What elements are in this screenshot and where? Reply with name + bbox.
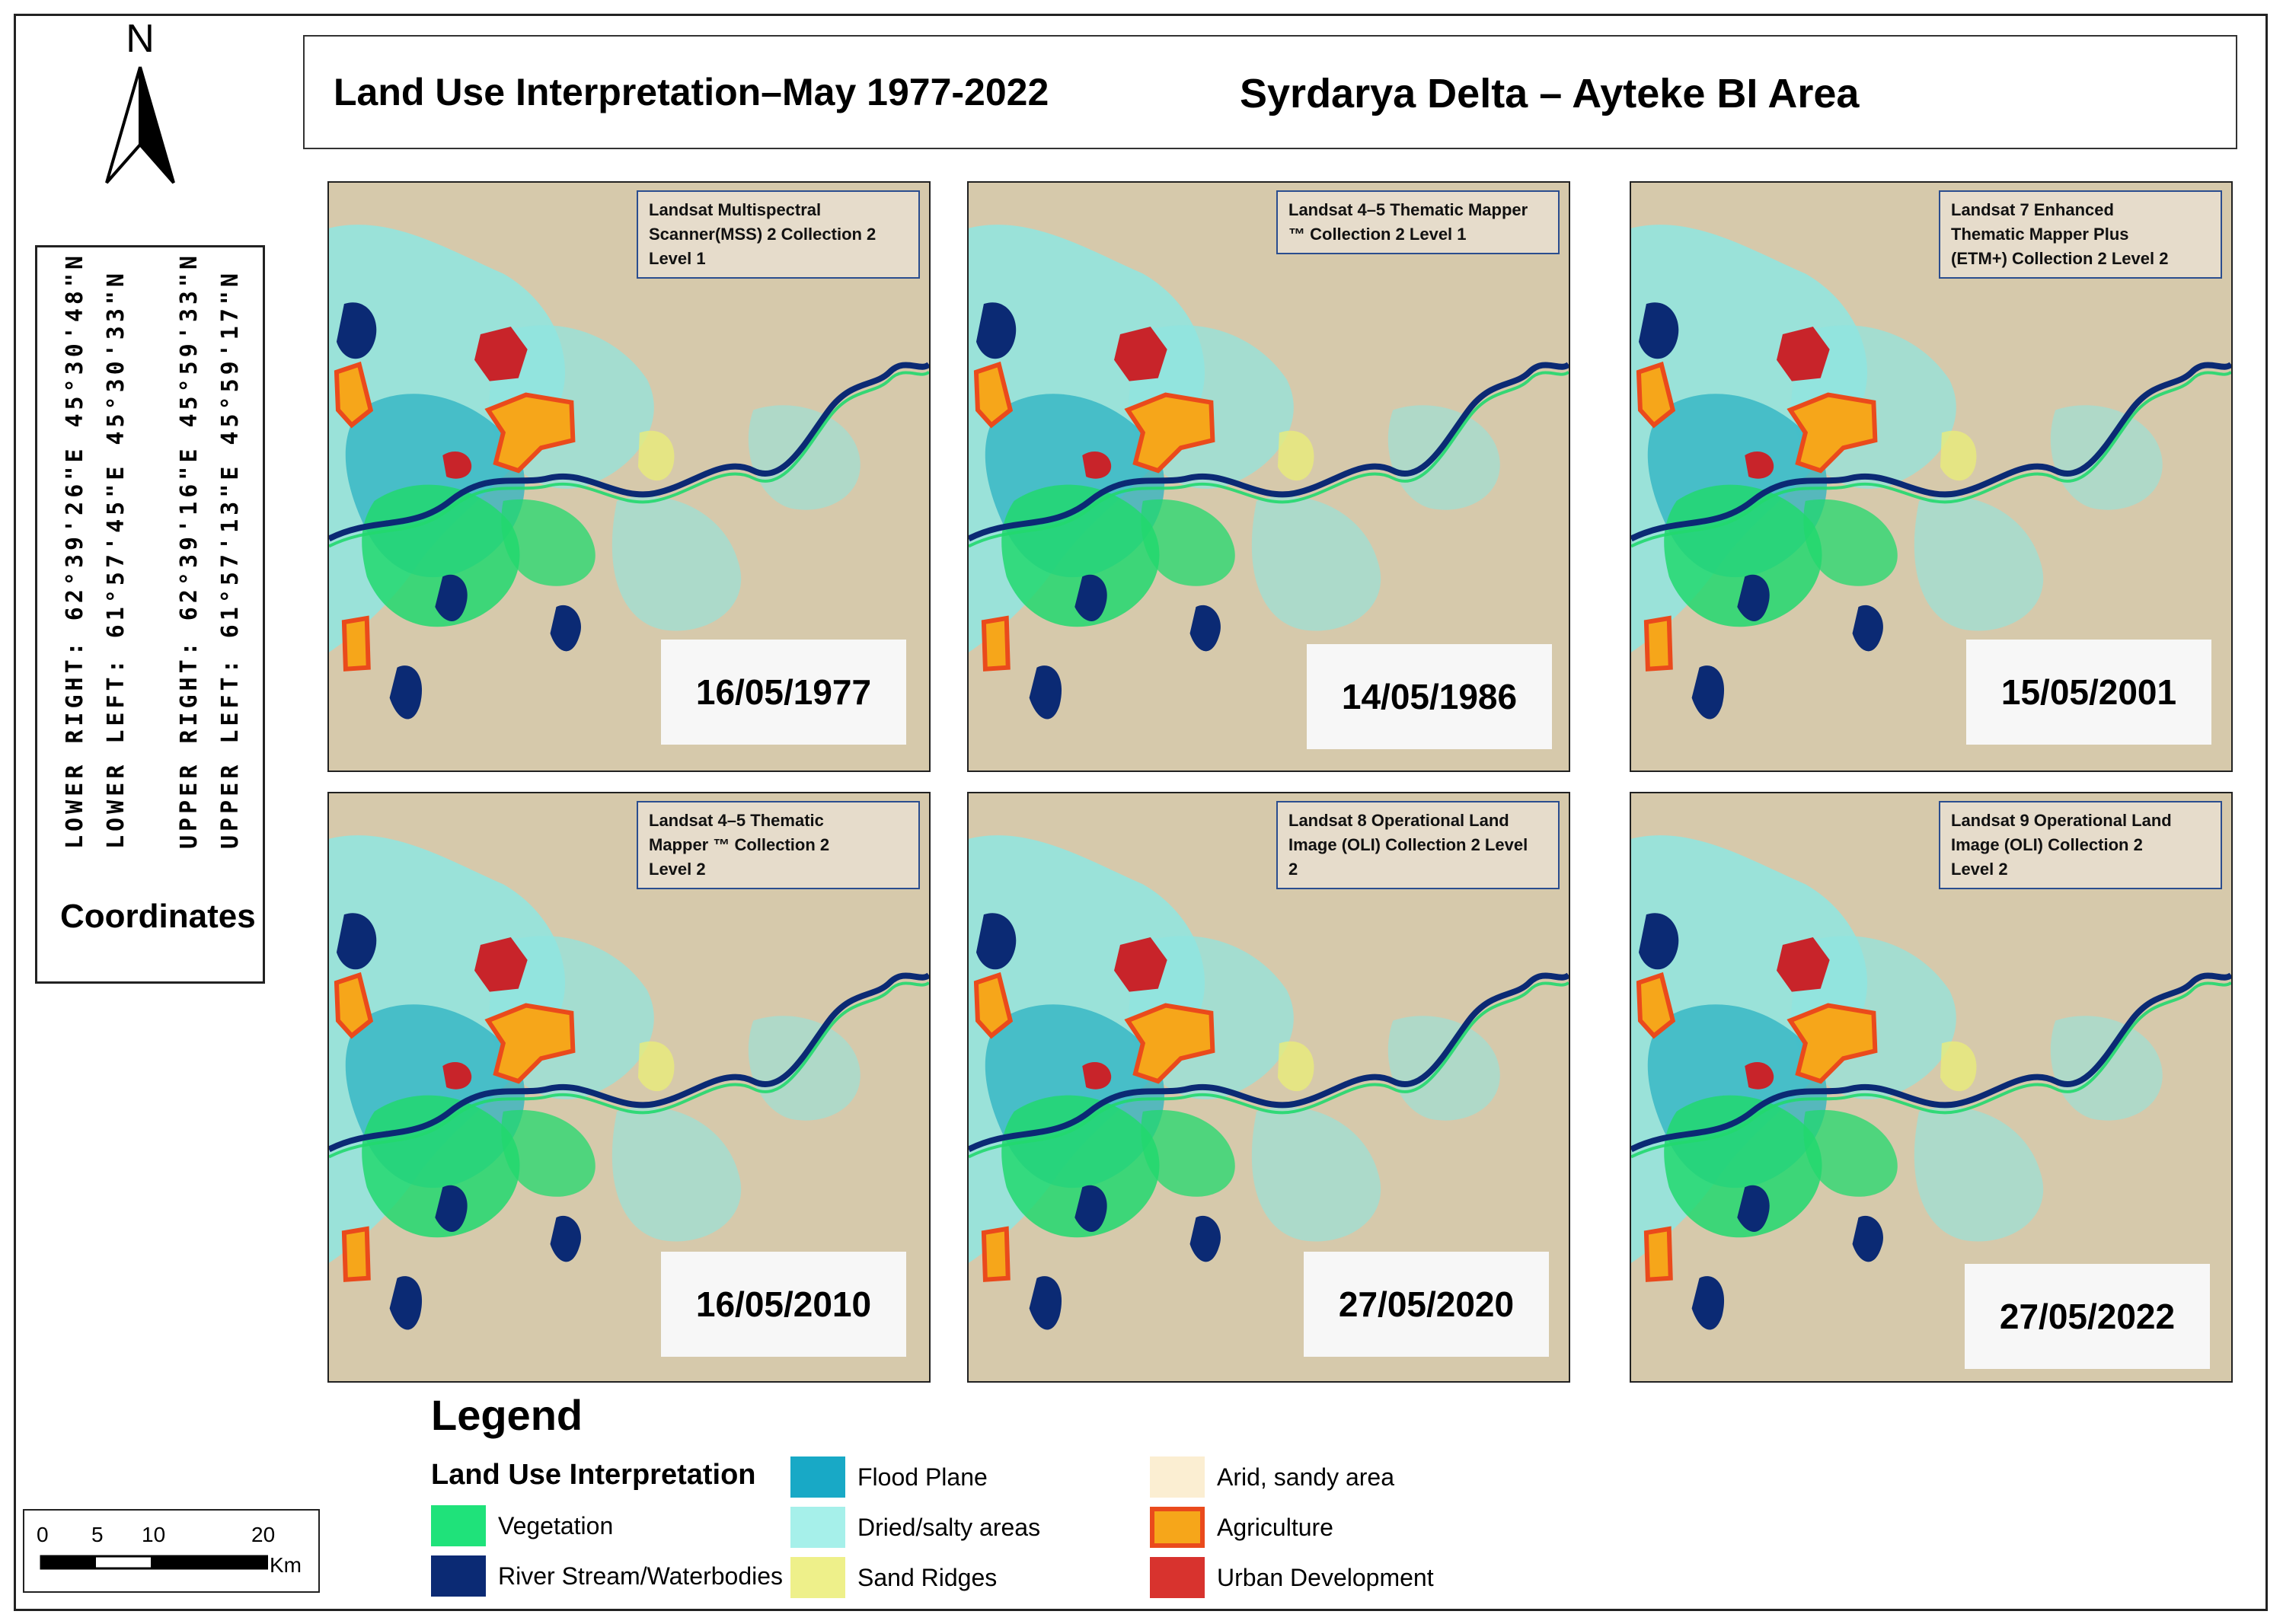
map-frame bbox=[14, 14, 2268, 1611]
legend-title: Legend bbox=[431, 1391, 583, 1439]
sensor-line: Landsat 4–5 Thematic bbox=[649, 811, 824, 830]
sensor-info-box: Landsat 8 Operational Land Image (OLI) C… bbox=[1276, 801, 1560, 889]
flood-plane-swatch-icon bbox=[790, 1456, 845, 1498]
sand-ridges-swatch-icon bbox=[790, 1557, 845, 1598]
map-title: Land Use Interpretation–May 1977-2022 bbox=[334, 71, 1049, 113]
scale-tick: 10 bbox=[142, 1523, 166, 1546]
legend-label: River Stream/Waterbodies bbox=[498, 1562, 784, 1590]
sensor-line: Landsat 9 Operational Land bbox=[1951, 811, 2172, 830]
date-label: 14/05/1986 bbox=[1307, 644, 1552, 749]
legend-item-urban: Urban Development bbox=[1150, 1556, 1434, 1599]
title-box: Land Use Interpretation–May 1977-2022 Sy… bbox=[303, 35, 2237, 149]
coord-lower-right: LOWER RIGHT: 62°39'26"E 45°30'48"N bbox=[62, 251, 88, 849]
sensor-line: Level 1 bbox=[649, 249, 706, 268]
arid-sandy-swatch-icon bbox=[1150, 1456, 1205, 1498]
area-title: Syrdarya Delta – Ayteke BI Area bbox=[1240, 71, 1860, 116]
legend-item-water: River Stream/Waterbodies bbox=[431, 1555, 783, 1597]
sensor-line: Landsat 8 Operational Land bbox=[1288, 811, 1509, 830]
legend-label: Dried/salty areas bbox=[857, 1513, 1041, 1541]
legend-item-dried-salty: Dried/salty areas bbox=[790, 1506, 1040, 1549]
sensor-line: Image (OLI) Collection 2 Level bbox=[1288, 835, 1528, 854]
legend-label: Agriculture bbox=[1217, 1513, 1333, 1541]
coord-upper-right: UPPER RIGHT: 62°39'16"E 45°59'33"N bbox=[176, 251, 203, 849]
scale-bar: 0 5 10 20 Km bbox=[23, 1509, 320, 1593]
legend-label: Flood Plane bbox=[857, 1463, 988, 1491]
sensor-line: Image (OLI) Collection 2 bbox=[1951, 835, 2143, 854]
sensor-line: Thematic Mapper Plus bbox=[1951, 225, 2129, 244]
sensor-line: Mapper ™ Collection 2 bbox=[649, 835, 830, 854]
scale-tick: 5 bbox=[91, 1523, 104, 1546]
legend-item-flood-plane: Flood Plane bbox=[790, 1456, 988, 1498]
legend-item-vegetation: Vegetation bbox=[431, 1504, 613, 1547]
coord-upper-left: UPPER LEFT: 61°57'13"E 45°59'17"N bbox=[217, 269, 244, 849]
water-swatch-icon bbox=[431, 1555, 486, 1597]
date-label: 16/05/1977 bbox=[661, 640, 906, 745]
coord-lower-left: LOWER LEFT: 61°57'45"E 45°30'33"N bbox=[103, 269, 129, 849]
date-label: 27/05/2022 bbox=[1965, 1264, 2210, 1369]
map-panel-1986: Landsat 4–5 Thematic Mapper ™ Collection… bbox=[967, 181, 1570, 772]
dried-salty-swatch-icon bbox=[790, 1507, 845, 1548]
sensor-line: (ETM+) Collection 2 Level 2 bbox=[1951, 249, 2169, 268]
sensor-line: Level 2 bbox=[1951, 860, 2008, 879]
legend-item-sand-ridges: Sand Ridges bbox=[790, 1556, 997, 1599]
sensor-info-box: Landsat Multispectral Scanner(MSS) 2 Col… bbox=[637, 190, 920, 279]
sensor-line: Landsat Multispectral bbox=[649, 200, 822, 219]
map-panel-2001: Landsat 7 Enhanced Thematic Mapper Plus … bbox=[1630, 181, 2233, 772]
legend-item-agriculture: Agriculture bbox=[1150, 1506, 1333, 1549]
north-label: N bbox=[126, 17, 155, 61]
sensor-line: Landsat 7 Enhanced bbox=[1951, 200, 2114, 219]
map-panel-2020: Landsat 8 Operational Land Image (OLI) C… bbox=[967, 792, 1570, 1383]
sensor-line: Scanner(MSS) 2 Collection 2 bbox=[649, 225, 876, 244]
sensor-info-box: Landsat 4–5 Thematic Mapper ™ Collection… bbox=[1276, 190, 1560, 254]
legend-subtitle: Land Use Interpretation bbox=[431, 1459, 756, 1491]
legend-item-arid-sandy: Arid, sandy area bbox=[1150, 1456, 1394, 1498]
legend-label: Sand Ridges bbox=[857, 1563, 998, 1591]
vegetation-swatch-icon bbox=[431, 1505, 486, 1546]
north-arrow-icon: N bbox=[97, 15, 189, 190]
legend-label: Urban Development bbox=[1217, 1563, 1434, 1591]
scale-bar-graphic-icon bbox=[40, 1555, 268, 1570]
sensor-info-box: Landsat 7 Enhanced Thematic Mapper Plus … bbox=[1939, 190, 2222, 279]
date-label: 15/05/2001 bbox=[1966, 640, 2211, 745]
coordinates-heading: Coordinates bbox=[60, 898, 256, 935]
scale-unit: Km bbox=[270, 1553, 302, 1577]
sensor-line: ™ Collection 2 Level 1 bbox=[1288, 225, 1467, 244]
legend-label: Vegetation bbox=[498, 1511, 614, 1539]
agriculture-swatch-icon bbox=[1150, 1507, 1205, 1548]
scale-tick: 0 bbox=[37, 1523, 49, 1546]
sensor-line: Level 2 bbox=[649, 860, 706, 879]
date-label: 27/05/2020 bbox=[1304, 1252, 1549, 1357]
sensor-line: 2 bbox=[1288, 860, 1298, 879]
scale-tick: 20 bbox=[251, 1523, 276, 1546]
date-label: 16/05/2010 bbox=[661, 1252, 906, 1357]
map-panel-2022: Landsat 9 Operational Land Image (OLI) C… bbox=[1630, 792, 2233, 1383]
legend-label: Arid, sandy area bbox=[1217, 1463, 1395, 1491]
urban-swatch-icon bbox=[1150, 1557, 1205, 1598]
sensor-info-box: Landsat 9 Operational Land Image (OLI) C… bbox=[1939, 801, 2222, 889]
sensor-line: Landsat 4–5 Thematic Mapper bbox=[1288, 200, 1528, 219]
sensor-info-box: Landsat 4–5 Thematic Mapper ™ Collection… bbox=[637, 801, 920, 889]
coordinates-box: LOWER RIGHT: 62°39'26"E 45°30'48"N LOWER… bbox=[35, 245, 265, 984]
map-panel-1977: Landsat Multispectral Scanner(MSS) 2 Col… bbox=[327, 181, 931, 772]
map-panel-2010: Landsat 4–5 Thematic Mapper ™ Collection… bbox=[327, 792, 931, 1383]
